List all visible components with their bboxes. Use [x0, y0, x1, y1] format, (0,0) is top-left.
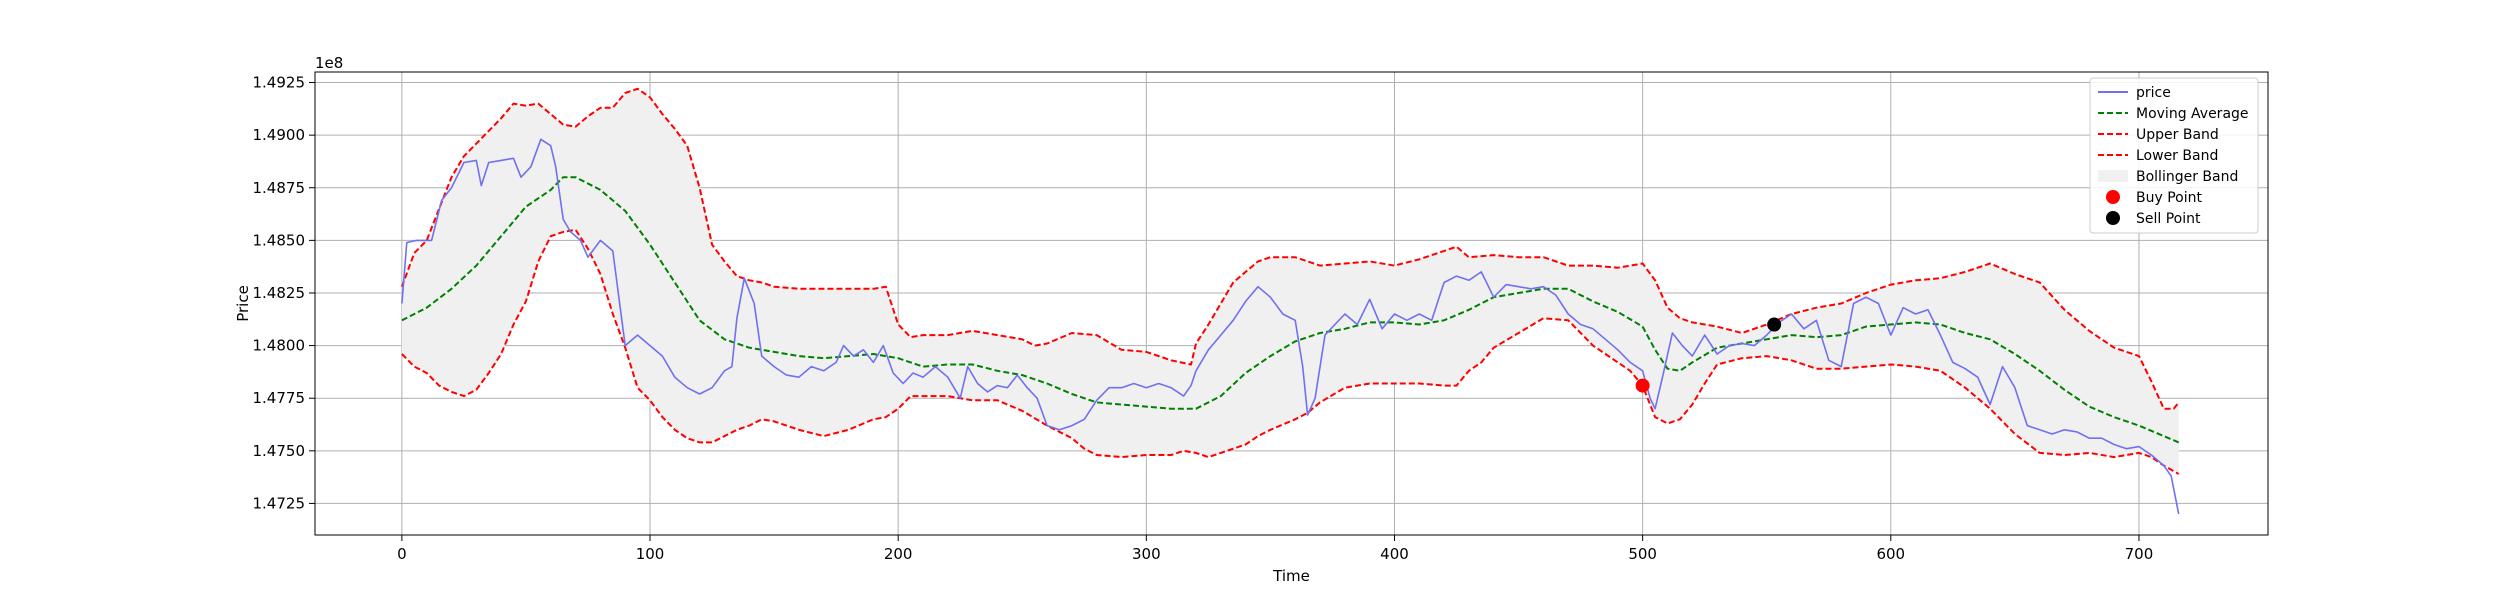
y-tick-label: 1.4925 [253, 74, 306, 92]
series-layer [400, 87, 2180, 515]
legend-box [2089, 77, 2259, 234]
legend-item: Lower Band [2098, 148, 2218, 164]
series-line-moving-average [401, 176, 2180, 444]
legend-label: Upper Band [2136, 127, 2219, 143]
legend-label: Sell Point [2136, 211, 2201, 227]
legend-item: Sell Point [2106, 211, 2201, 227]
y-tick-label: 1.4850 [253, 231, 306, 249]
legend-item: Bollinger Band [2098, 169, 2238, 185]
points-layer [1635, 317, 1782, 393]
x-tick-label: 500 [1628, 545, 1657, 563]
plot-frame [314, 71, 2269, 536]
legend: price Moving Average Upper Band Lower Band B… [2089, 77, 2259, 234]
buy-point [1635, 378, 1650, 393]
legend-label: Buy Point [2136, 190, 2202, 206]
y-tick-label: 1.4800 [253, 337, 306, 355]
y-tick-label: 1.4825 [253, 284, 306, 302]
series-line-price [401, 138, 2180, 515]
sell-point [1767, 317, 1782, 332]
x-tick-label: 300 [1132, 545, 1161, 563]
y-tick-label: 1.4725 [253, 494, 306, 512]
legend-swatch [2106, 190, 2120, 204]
legend-item: Moving Average [2098, 106, 2249, 122]
y-axis-label: Price [234, 285, 252, 322]
x-axis-label: Time [1272, 567, 1310, 585]
legend-label: Moving Average [2136, 106, 2249, 122]
x-tick-label: 100 [636, 545, 665, 563]
legend-label: Bollinger Band [2136, 169, 2238, 185]
y-tick-label: 1.4875 [253, 179, 306, 197]
x-tick-label: 400 [1380, 545, 1409, 563]
bollinger-band-fill [401, 88, 2179, 475]
x-tick-label: 700 [2125, 545, 2154, 563]
legend-item: Buy Point [2106, 190, 2202, 206]
legend-swatch [2106, 211, 2120, 225]
legend-label: Lower Band [2136, 148, 2218, 164]
x-axis-ticks: 0 100 200 300 400 500 600 700 [397, 535, 2153, 563]
y-tick-label: 1.4775 [253, 389, 306, 407]
y-tick-label: 1.4900 [253, 126, 306, 144]
series-line-upper-band [400, 87, 2180, 410]
y-axis-ticks: 1.4725 1.4750 1.4775 1.4800 1.4825 1.4850 1.48… [253, 74, 315, 512]
legend-item: price [2098, 85, 2171, 101]
x-tick-label: 600 [1876, 545, 1905, 563]
series-line-lower-band [401, 228, 2180, 475]
legend-swatch [2098, 170, 2128, 182]
y-offset-label: 1e8 [315, 54, 343, 72]
legend-item: Upper Band [2098, 127, 2219, 143]
y-tick-label: 1.4750 [253, 442, 306, 460]
x-tick-label: 0 [397, 545, 407, 563]
x-tick-label: 200 [884, 545, 913, 563]
legend-label: price [2136, 85, 2171, 101]
